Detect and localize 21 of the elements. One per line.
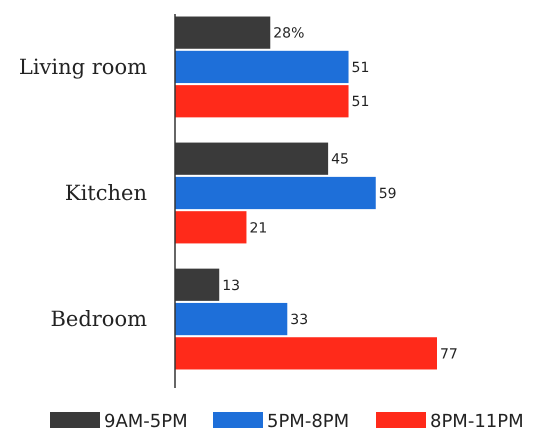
bar <box>175 176 376 210</box>
legend-label: 8PM-11PM <box>430 411 524 431</box>
bar <box>175 85 349 118</box>
data-label: 59 <box>378 186 397 202</box>
bar <box>175 337 437 370</box>
data-label: 51 <box>352 60 370 76</box>
bar <box>175 302 288 336</box>
data-label: 13 <box>222 278 240 294</box>
data-label: 77 <box>440 346 458 362</box>
data-label: 21 <box>249 220 268 236</box>
y-tick-label: Living room <box>18 54 148 79</box>
y-tick-label: Kitchen <box>64 181 147 205</box>
data-label: 33 <box>290 312 308 328</box>
data-label: 51 <box>352 94 370 110</box>
data-label: 28% <box>273 26 304 42</box>
y-tick-label: Bedroom <box>50 307 148 332</box>
legend-label: 5PM-8PM <box>267 411 350 431</box>
data-label: 45 <box>331 152 349 168</box>
bar <box>175 50 349 84</box>
legend-label: 9AM-5PM <box>104 411 188 431</box>
bar <box>175 211 246 244</box>
